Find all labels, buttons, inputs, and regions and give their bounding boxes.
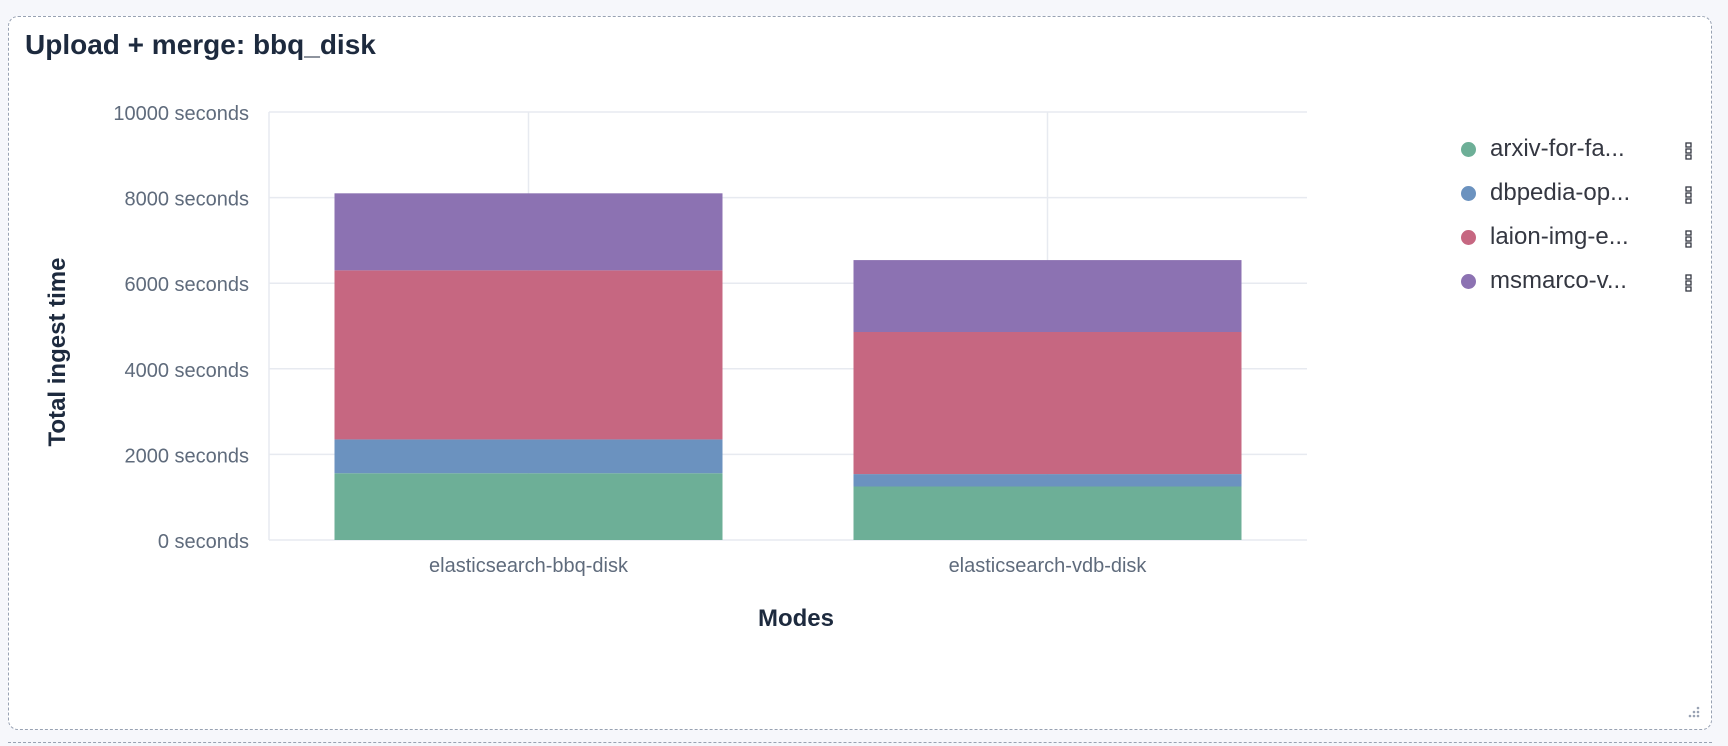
x-axis-title: Modes <box>758 605 834 632</box>
legend-label: arxiv-for-fa... <box>1490 135 1625 162</box>
resize-corner-icon[interactable] <box>1685 703 1701 719</box>
vertical-dots-icon[interactable] <box>1679 227 1699 251</box>
bar-segment[interactable] <box>334 473 723 540</box>
bar-segment[interactable] <box>853 474 1242 487</box>
legend-swatch <box>1461 185 1476 201</box>
legend-swatch <box>1461 273 1476 289</box>
legend-label: msmarco-v... <box>1490 267 1627 294</box>
legend-item[interactable]: dbpedia-op... <box>1449 171 1699 215</box>
y-tick-label: 2000 seconds <box>124 445 249 467</box>
legend-swatch <box>1461 229 1476 245</box>
bar-segment[interactable] <box>334 439 723 474</box>
bars <box>334 193 1242 541</box>
bar-segment[interactable] <box>334 193 723 271</box>
bar-segment[interactable] <box>853 486 1242 541</box>
y-tick-label: 4000 seconds <box>124 360 249 382</box>
y-tick-labels: 0 seconds 2000 seconds 4000 seconds 6000 se… <box>113 103 249 553</box>
x-tick-label: elasticsearch-bbq-disk <box>429 555 629 577</box>
next-panel-edge <box>8 742 1712 743</box>
bar-segment[interactable] <box>334 270 723 440</box>
legend-label: laion-img-e... <box>1490 223 1629 250</box>
vertical-dots-icon[interactable] <box>1679 271 1699 295</box>
y-tick-label: 10000 seconds <box>113 103 249 125</box>
chart-panel: Upload + merge: bbq_disk 0 seconds 2000 s… <box>8 16 1712 730</box>
vertical-dots-icon[interactable] <box>1679 139 1699 163</box>
x-tick-labels: elasticsearch-bbq-disk elasticsearch-vdb-… <box>429 555 1147 577</box>
y-axis-title: Total ingest time <box>44 258 71 447</box>
bar-segment[interactable] <box>853 331 1242 475</box>
y-tick-label: 8000 seconds <box>124 189 249 211</box>
legend-item[interactable]: msmarco-v... <box>1449 259 1699 303</box>
legend-label: dbpedia-op... <box>1490 179 1631 206</box>
y-tick-label: 0 seconds <box>158 531 249 553</box>
chart-legend: arxiv-for-fa... dbpedia-op... laion-img-e.… <box>1449 127 1699 303</box>
panel-title: Upload + merge: bbq_disk <box>25 29 376 60</box>
legend-swatch <box>1461 141 1476 157</box>
vertical-dots-icon[interactable] <box>1679 183 1699 207</box>
bar-segment[interactable] <box>853 260 1242 332</box>
x-tick-label: elasticsearch-vdb-disk <box>949 555 1148 577</box>
y-tick-label: 6000 seconds <box>124 274 249 296</box>
stacked-bar-chart: 0 seconds 2000 seconds 4000 seconds 6000 se… <box>44 103 1307 632</box>
legend-item[interactable]: laion-img-e... <box>1449 215 1699 259</box>
legend-item[interactable]: arxiv-for-fa... <box>1449 127 1699 171</box>
